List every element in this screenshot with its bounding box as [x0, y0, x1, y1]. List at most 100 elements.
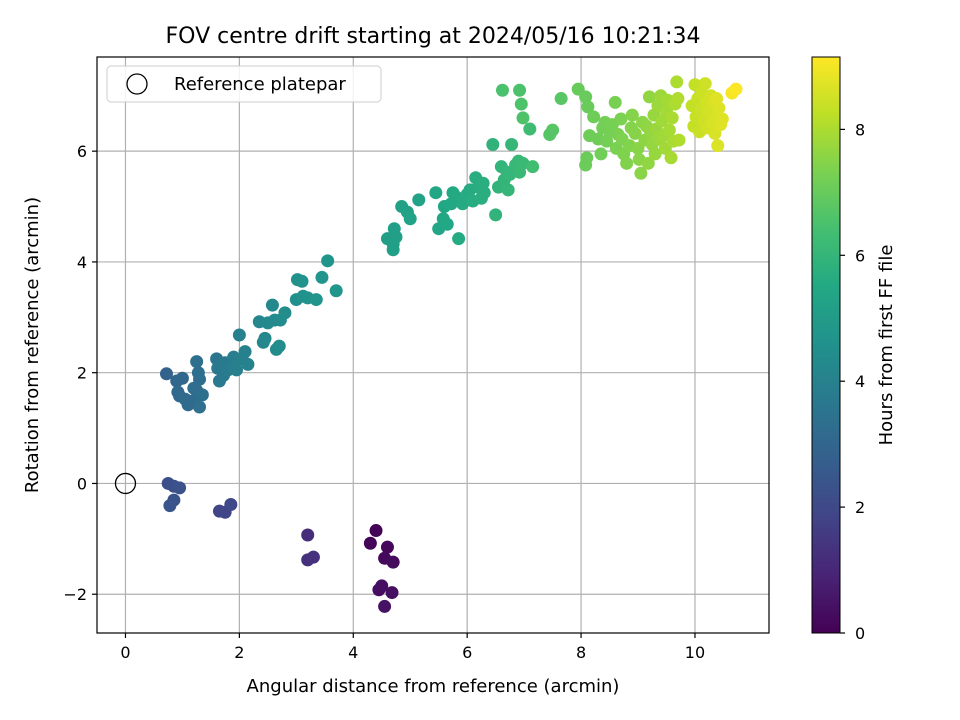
data-point [579, 90, 593, 104]
data-point [265, 298, 279, 312]
reference-marker [114, 472, 137, 495]
data-point [380, 540, 394, 554]
data-point [715, 112, 729, 126]
data-point [369, 524, 383, 538]
data-point [710, 92, 724, 106]
data-point [278, 306, 292, 320]
colorbar: 0 2 4 6 8 Hours from first FF file [811, 56, 897, 643]
data-point [670, 75, 684, 89]
x-axis-label: Angular distance from reference (arcmin) [247, 676, 620, 697]
data-point [620, 156, 634, 170]
data-point [486, 138, 500, 152]
data-point [614, 112, 628, 126]
data-point [729, 82, 743, 96]
colorbar-tick-label: 6 [855, 246, 865, 265]
legend: Reference platepar [106, 65, 382, 103]
data-point [476, 176, 490, 190]
y-axis-ticks: −2 0 2 4 6 [63, 142, 97, 604]
y-tick-label: 0 [77, 474, 87, 493]
plot-frame [96, 56, 770, 634]
data-point [672, 133, 686, 147]
data-point [403, 212, 417, 226]
data-point [664, 151, 678, 165]
data-point [190, 355, 204, 369]
data-point [514, 97, 528, 111]
colorbar-tick-label: 2 [855, 498, 865, 517]
data-point [594, 147, 608, 161]
data-point [698, 77, 712, 91]
data-point [309, 293, 323, 307]
colorbar-tick-label: 8 [855, 120, 865, 139]
data-point [503, 167, 517, 181]
data-point [523, 122, 537, 136]
data-point [230, 363, 244, 377]
data-point [513, 83, 527, 97]
data-point [554, 92, 568, 106]
data-point [321, 254, 335, 268]
data-point [193, 400, 207, 414]
data-point [163, 499, 177, 513]
data-point [625, 108, 639, 122]
colorbar-ticks: 0 2 4 6 8 [840, 120, 865, 643]
data-point [329, 284, 343, 298]
data-point [232, 328, 246, 342]
x-tick-label: 10 [685, 643, 705, 662]
data-point [642, 90, 656, 104]
data-point [452, 232, 466, 246]
data-point [608, 95, 622, 109]
colorbar-frame [811, 56, 841, 634]
data-point [671, 92, 685, 106]
y-tick-label: 4 [77, 253, 87, 272]
grid-lines [97, 57, 769, 633]
data-point [662, 123, 676, 137]
data-point [489, 208, 503, 222]
data-point [306, 550, 320, 564]
data-point [378, 599, 392, 613]
data-point [295, 274, 309, 288]
data-point [580, 151, 594, 165]
colorbar-label: Hours from first FF file [876, 245, 897, 446]
chart-title: FOV centre drift starting at 2024/05/16 … [166, 24, 701, 49]
y-tick-label: 2 [77, 364, 87, 383]
data-point [505, 138, 519, 152]
data-point [315, 270, 329, 284]
data-point [634, 166, 648, 180]
data-point [477, 186, 491, 200]
data-point [363, 536, 377, 550]
colorbar-tick-label: 0 [855, 624, 865, 643]
data-point [628, 126, 642, 140]
data-point [429, 186, 443, 200]
data-point [238, 345, 252, 359]
data-point [386, 243, 400, 257]
data-point [412, 193, 426, 207]
x-tick-label: 8 [576, 643, 586, 662]
colorbar-tick-label: 4 [855, 372, 865, 391]
data-point [175, 371, 189, 385]
legend-label: Reference platepar [174, 74, 346, 95]
data-point [516, 111, 530, 125]
data-point [191, 366, 205, 380]
data-point [258, 331, 272, 345]
x-tick-label: 6 [462, 643, 472, 662]
x-tick-label: 2 [234, 643, 244, 662]
data-point [386, 555, 400, 569]
data-point [665, 111, 679, 125]
legend-reference-marker-icon [126, 73, 148, 95]
data-point [711, 139, 725, 153]
data-point [159, 367, 173, 381]
data-points [159, 75, 743, 613]
data-point [501, 183, 515, 197]
data-point [587, 110, 601, 124]
legend-box [106, 65, 382, 103]
data-point [241, 357, 255, 371]
x-tick-label: 4 [348, 643, 358, 662]
x-axis-ticks: 0 2 4 6 8 10 [120, 633, 705, 662]
y-axis-label: Rotation from reference (arcmin) [22, 197, 43, 493]
data-point [389, 230, 403, 244]
data-point [648, 147, 662, 161]
colorbar-gradient [812, 57, 840, 633]
data-point [301, 528, 315, 542]
data-point [440, 217, 454, 231]
data-point [375, 579, 389, 593]
